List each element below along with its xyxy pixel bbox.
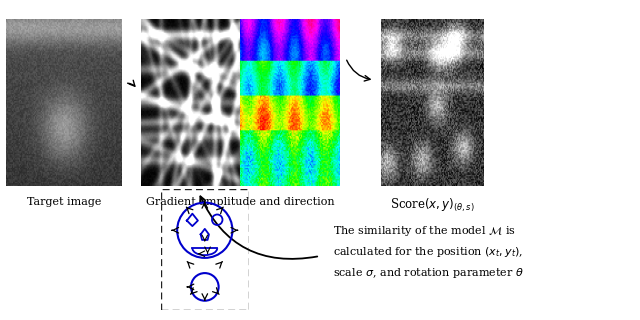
Text: Score$(x,y)_{(\theta,s)}$: Score$(x,y)_{(\theta,s)}$ xyxy=(390,197,474,214)
Text: Gradient amplitude and direction: Gradient amplitude and direction xyxy=(146,197,334,207)
Text: The similarity of the model $\mathcal{M}$ is
calculated for the position $(x_t, : The similarity of the model $\mathcal{M}… xyxy=(333,224,524,280)
Text: Target image: Target image xyxy=(27,197,101,207)
